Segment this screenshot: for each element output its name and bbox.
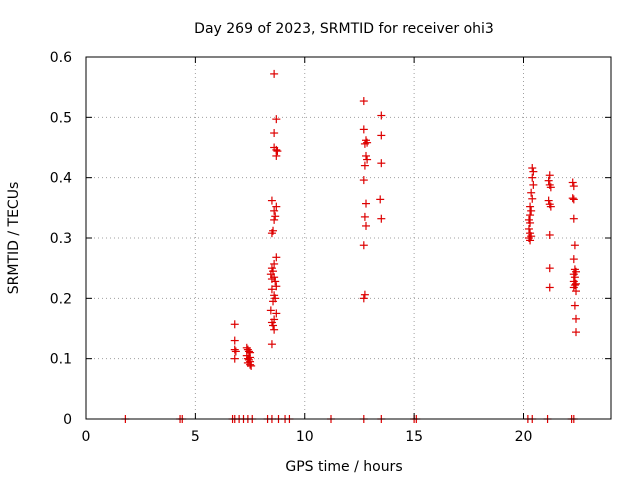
- data-point: [545, 283, 554, 292]
- data-point: [526, 211, 535, 220]
- x-axis-label: GPS time / hours: [285, 459, 402, 475]
- data-point: [359, 125, 368, 134]
- data-point: [272, 202, 281, 211]
- data-point: [270, 259, 279, 268]
- data-point: [273, 147, 282, 156]
- data-point: [528, 194, 537, 203]
- data-point: [568, 194, 577, 203]
- data-point: [271, 277, 280, 286]
- data-point: [362, 151, 370, 160]
- data-point: [270, 206, 279, 215]
- chart-title: Day 269 of 2023, SRMTID for receiver ohi…: [194, 21, 494, 37]
- data-point: [270, 325, 279, 334]
- data-point: [529, 180, 538, 189]
- data-point: [545, 171, 554, 180]
- data-point: [363, 155, 372, 164]
- data-point: [527, 206, 536, 215]
- data-point: [362, 199, 370, 208]
- data-point: [526, 202, 535, 211]
- data-point: [267, 285, 276, 294]
- x-tick-label: 15: [405, 429, 423, 445]
- data-point: [231, 347, 240, 356]
- x-tick-label: 20: [515, 429, 533, 445]
- data-point: [528, 173, 537, 182]
- x-tick-label: 10: [296, 429, 314, 445]
- data-point: [359, 241, 368, 250]
- data-point: [230, 345, 239, 354]
- y-tick-label: 0: [63, 412, 72, 428]
- data-point: [546, 202, 555, 211]
- data-point: [570, 241, 579, 250]
- data-point: [377, 159, 386, 168]
- y-tick-label: 0.5: [50, 110, 72, 126]
- data-points: [121, 69, 580, 423]
- y-axis-label: SRMTID / TECUs: [6, 182, 22, 295]
- grid: [86, 57, 611, 419]
- data-point: [359, 97, 368, 106]
- data-point: [270, 129, 279, 138]
- data-point: [569, 255, 578, 264]
- data-point: [544, 176, 553, 185]
- data-point: [528, 164, 537, 173]
- y-tick-label: 0.6: [50, 50, 72, 66]
- data-point: [230, 336, 239, 345]
- y-tick-label: 0.2: [50, 291, 72, 307]
- data-point: [570, 301, 579, 310]
- data-point: [377, 214, 386, 223]
- data-point: [359, 176, 368, 185]
- data-point: [267, 229, 276, 238]
- data-point: [572, 314, 580, 323]
- data-point: [376, 195, 385, 204]
- data-point: [568, 178, 577, 187]
- data-point: [272, 253, 281, 262]
- data-point: [377, 111, 386, 120]
- data-point: [271, 212, 280, 221]
- data-point: [269, 321, 278, 330]
- data-point: [545, 230, 554, 239]
- data-point: [526, 218, 535, 227]
- data-point: [529, 167, 538, 176]
- data-point: [266, 306, 275, 315]
- data-point: [569, 214, 578, 223]
- data-point: [230, 354, 239, 363]
- data-point: [270, 215, 279, 224]
- data-point: [572, 328, 580, 337]
- data-point: [272, 115, 281, 124]
- data-point: [572, 287, 580, 296]
- data-point: [272, 282, 281, 291]
- data-point: [544, 196, 553, 205]
- data-point: [230, 320, 239, 329]
- data-point: [377, 131, 386, 140]
- data-point: [569, 195, 578, 204]
- data-point: [362, 221, 370, 230]
- data-point: [360, 161, 369, 170]
- data-point: [569, 182, 578, 191]
- data-point: [267, 196, 276, 205]
- data-point: [545, 264, 554, 273]
- data-point: [360, 212, 369, 221]
- y-tick-label: 0.4: [50, 171, 72, 187]
- data-point: [360, 139, 369, 148]
- data-point: [360, 290, 369, 299]
- data-point: [270, 69, 279, 78]
- data-point: [246, 360, 255, 369]
- data-point: [546, 183, 555, 192]
- data-point: [272, 151, 281, 160]
- data-point: [524, 224, 533, 233]
- y-tick-label: 0.1: [50, 352, 72, 368]
- data-point: [359, 294, 368, 303]
- data-point: [570, 273, 579, 282]
- data-point: [526, 236, 535, 245]
- data-point: [272, 309, 281, 318]
- data-point: [269, 297, 278, 306]
- data-point: [267, 340, 276, 349]
- axis-ticks: 0 5 10 15 20 0 0.1 0.2 0.3 0.4 0.5 0.6: [50, 50, 611, 445]
- data-point: [244, 347, 253, 356]
- x-tick-label: 5: [191, 429, 200, 445]
- data-point: [527, 188, 536, 197]
- x-tick-label: 0: [82, 429, 91, 445]
- data-point: [247, 361, 256, 370]
- y-tick-label: 0.3: [50, 231, 72, 247]
